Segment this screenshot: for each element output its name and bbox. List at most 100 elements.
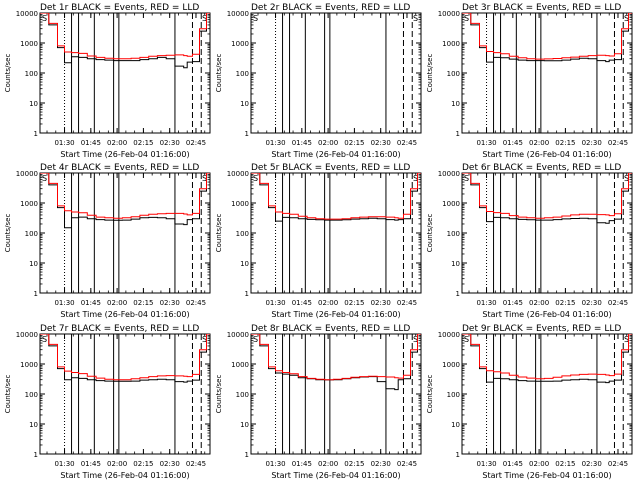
y-tick-label: 1000 [20, 200, 38, 208]
x-tick-label: 02:30 [371, 139, 391, 147]
corner-marker-left: S [253, 335, 258, 344]
y-tick-label: 1 [456, 451, 460, 459]
y-tick-label: 1 [34, 130, 38, 138]
x-tick-label: 02:15 [344, 299, 364, 307]
corner-marker-right: S [624, 14, 629, 23]
x-axis-label: Start Time (26-Feb-04 01:16:00) [271, 471, 400, 480]
corner-marker-left: S [253, 14, 258, 23]
corner-marker-left: S [464, 174, 469, 183]
y-tick-label: 1000 [442, 200, 460, 208]
y-tick-label: 1 [34, 451, 38, 459]
x-tick-label: 01:30 [265, 139, 285, 147]
y-tick-label: 100 [25, 70, 38, 78]
panel-det-7: Det 7r BLACK = Events, RED = LLD Counts/s… [4, 324, 211, 480]
series-line-lld [40, 334, 210, 381]
panel-det-1: Det 1r BLACK = Events, RED = LLD Counts/s… [4, 3, 211, 159]
y-axis-label: Counts/sec [426, 54, 434, 93]
x-tick-label: 02:30 [582, 460, 602, 468]
x-tick-label: 01:30 [476, 139, 496, 147]
y-tick-label: 10000 [227, 170, 249, 178]
x-tick-label: 02:00 [107, 139, 127, 147]
corner-marker-left: S [42, 14, 47, 23]
x-tick-label: 02:00 [529, 460, 549, 468]
y-tick-label: 10000 [16, 170, 38, 178]
x-tick-label: 02:00 [318, 460, 338, 468]
x-tick-label: 02:45 [397, 460, 417, 468]
corner-marker-left: S [42, 335, 47, 344]
x-tick-label: 02:00 [107, 460, 127, 468]
x-axis-label: Start Time (26-Feb-04 01:16:00) [60, 150, 189, 159]
y-axis-label: Counts/sec [215, 54, 223, 93]
y-axis-label: Counts/sec [426, 375, 434, 414]
x-tick-label: 01:30 [265, 299, 285, 307]
y-axis-label: Counts/sec [426, 214, 434, 253]
y-tick-label: 10000 [16, 331, 38, 339]
y-tick-label: 10 [240, 260, 249, 268]
x-tick-label: 02:30 [160, 139, 180, 147]
panel-title: Det 6r BLACK = Events, RED = LLD [462, 163, 621, 173]
x-tick-label: 01:45 [503, 139, 523, 147]
series-line-events [462, 334, 632, 384]
series-line-lld [40, 13, 210, 60]
y-tick-label: 10 [451, 100, 460, 108]
corner-marker-right: S [624, 174, 629, 183]
y-tick-label: 10000 [227, 10, 249, 18]
y-tick-label: 1000 [442, 361, 460, 369]
x-tick-label: 02:30 [160, 460, 180, 468]
x-tick-label: 02:15 [555, 299, 575, 307]
corner-marker-right: S [413, 14, 418, 23]
x-tick-label: 02:45 [186, 139, 206, 147]
x-tick-label: 02:45 [608, 139, 628, 147]
panel-det-4: Det 4r BLACK = Events, RED = LLD Counts/s… [4, 163, 211, 319]
x-tick-label: 01:45 [292, 460, 312, 468]
x-tick-label: 02:45 [608, 460, 628, 468]
x-axis-label: Start Time (26-Feb-04 01:16:00) [60, 310, 189, 319]
x-tick-label: 01:45 [503, 460, 523, 468]
y-tick-label: 10 [451, 421, 460, 429]
x-tick-label: 02:45 [397, 299, 417, 307]
corner-marker-right: S [202, 335, 207, 344]
x-axis-label: Start Time (26-Feb-04 01:16:00) [271, 310, 400, 319]
corner-marker-left: S [253, 174, 258, 183]
series-line-events [251, 173, 421, 222]
y-tick-label: 10 [451, 260, 460, 268]
y-tick-label: 1000 [20, 40, 38, 48]
y-tick-label: 10000 [16, 10, 38, 18]
y-tick-label: 100 [236, 391, 249, 399]
x-tick-label: 01:45 [503, 299, 523, 307]
x-tick-label: 02:45 [608, 299, 628, 307]
corner-marker-left: S [464, 335, 469, 344]
corner-marker-left: S [42, 174, 47, 183]
x-tick-label: 01:45 [292, 299, 312, 307]
panel-title: Det 5r BLACK = Events, RED = LLD [251, 163, 410, 173]
y-tick-label: 1 [245, 451, 249, 459]
x-tick-label: 02:30 [371, 460, 391, 468]
y-tick-label: 10 [240, 100, 249, 108]
panel-det-2: Det 2r BLACK = Events, RED = LLD Counts/s… [215, 3, 422, 159]
series-line-events [462, 173, 632, 224]
x-tick-label: 02:15 [555, 460, 575, 468]
x-tick-label: 02:00 [318, 299, 338, 307]
x-tick-label: 02:00 [318, 139, 338, 147]
x-tick-label: 01:30 [476, 460, 496, 468]
y-tick-label: 10 [29, 100, 38, 108]
y-tick-label: 1 [245, 290, 249, 298]
x-axis-label: Start Time (26-Feb-04 01:16:00) [271, 150, 400, 159]
x-tick-label: 02:30 [582, 139, 602, 147]
x-tick-label: 01:30 [54, 299, 74, 307]
series-line-lld [462, 334, 632, 380]
x-tick-label: 02:30 [160, 299, 180, 307]
panel-det-3: Det 3r BLACK = Events, RED = LLD Counts/s… [426, 3, 633, 159]
series-line-lld [251, 334, 421, 381]
y-tick-label: 10000 [438, 10, 460, 18]
x-tick-label: 02:00 [107, 299, 127, 307]
y-tick-label: 100 [236, 70, 249, 78]
y-tick-label: 1000 [231, 361, 249, 369]
x-tick-label: 01:30 [476, 299, 496, 307]
y-tick-label: 1000 [231, 200, 249, 208]
y-tick-label: 1000 [231, 40, 249, 48]
x-tick-label: 02:30 [582, 299, 602, 307]
y-axis-label: Counts/sec [215, 214, 223, 253]
